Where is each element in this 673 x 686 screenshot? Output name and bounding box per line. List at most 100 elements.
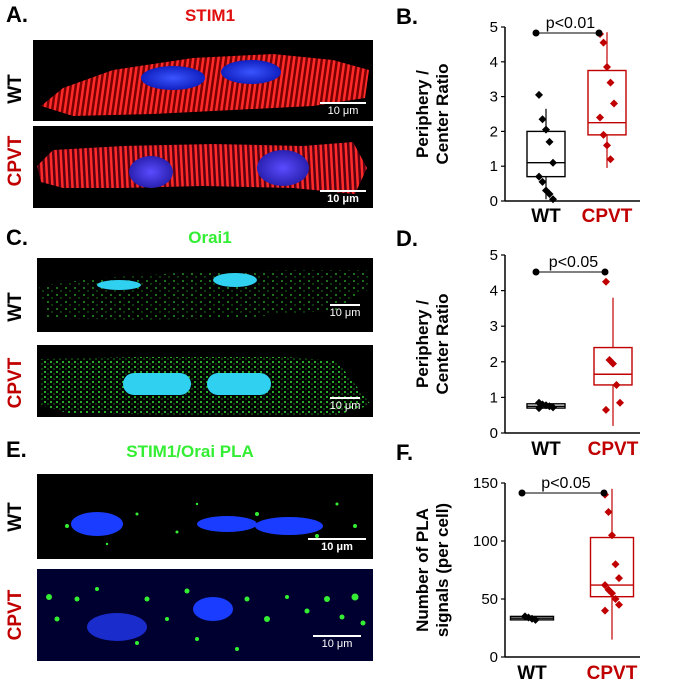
data-point (606, 78, 615, 87)
data-point (535, 172, 543, 181)
micrograph-stim1-wt: 10 μm (33, 40, 373, 121)
y-axis-title-line: signals (per cell) (433, 503, 452, 637)
category-label: CPVT (582, 206, 633, 227)
y-axis-title: Periphery / Center Ratio (413, 63, 452, 164)
y-tick-label: 2 (490, 354, 498, 371)
y-axis-title-line: Periphery / (413, 70, 432, 158)
data-point (612, 380, 621, 389)
nucleus (141, 66, 205, 90)
data-point (615, 600, 623, 609)
scale-bar: 10 μm (317, 190, 369, 205)
scale-bar-line (320, 190, 366, 192)
pla-cpvt-image (46, 587, 366, 651)
scale-bar-label: 10 μm (329, 400, 361, 412)
data-point (616, 398, 624, 407)
y-tick-label: 150 (473, 475, 498, 492)
orai1-cpvt-image (41, 357, 371, 415)
significance-label: p<0.05 (549, 254, 598, 271)
y-tick-label: 0 (490, 425, 498, 442)
data-point (538, 115, 547, 124)
scale-bar-line (330, 304, 360, 306)
pla-puncta (46, 587, 366, 651)
scale-bar-label: 10 μm (327, 193, 359, 205)
nucleus (257, 150, 309, 186)
data-point (549, 195, 557, 204)
scale-bar: 10 μm (305, 635, 369, 650)
nucleus (129, 156, 173, 188)
box (589, 536, 635, 598)
data-point (608, 589, 616, 598)
data-point (599, 38, 608, 47)
scale-bar: 10 μm (321, 397, 369, 412)
scale-bar: 10 μm (305, 538, 369, 553)
panel-letter-a: A. (6, 2, 28, 27)
scale-bar-label: 10 μm (321, 541, 353, 553)
scale-bar-label: 10 μm (327, 105, 359, 117)
y-axis-title: Number of PLA signals (per cell) (413, 503, 452, 637)
scale-bar: 10 μm (317, 102, 369, 117)
y-axis-title-line: Center Ratio (433, 63, 452, 164)
category-label: WT (531, 439, 561, 460)
data-point (535, 404, 543, 413)
panel-title-orai1: Orai1 (188, 228, 232, 247)
data-point (542, 125, 550, 134)
data-point (602, 405, 610, 414)
y-tick-label: 5 (490, 247, 498, 264)
panel-letter-f: F. (396, 440, 414, 465)
data-point (545, 137, 554, 146)
scale-bar-label: 10 μm (329, 307, 361, 319)
nucleus (193, 597, 233, 621)
scale-bar-line (308, 538, 366, 540)
category-label: CPVT (587, 663, 638, 684)
y-tick-label: 50 (481, 591, 498, 608)
scale-bar-line (320, 102, 366, 104)
pla-wt-image (65, 502, 357, 546)
nucleus (213, 273, 257, 287)
scale-bar-line (330, 397, 360, 399)
scale-bar-line (313, 635, 361, 637)
nucleus (123, 373, 191, 395)
scale-bar: 10 μm (321, 304, 369, 319)
y-tick-label: 3 (490, 318, 498, 335)
data-point (608, 531, 616, 540)
stim1-wt-image (41, 54, 369, 116)
pla-puncta (65, 502, 357, 546)
nucleus (197, 516, 257, 532)
y-tick-label: 100 (473, 533, 498, 550)
micrograph-orai1-cpvt: 10 μm (37, 345, 373, 417)
panel-letter-c: C. (6, 225, 28, 250)
y-tick-label: 5 (490, 19, 498, 36)
y-axis-title-line: Periphery / (413, 300, 432, 388)
micrograph-pla-cpvt: 10 μm (37, 569, 373, 661)
nucleus (255, 517, 323, 535)
data-point (609, 359, 617, 368)
data-point (601, 606, 609, 615)
cardiomyocyte-shape (41, 54, 369, 116)
orai1-wt-image (39, 270, 371, 320)
y-tick-label: 4 (490, 54, 498, 71)
significance-dot (532, 268, 540, 276)
data-point (549, 403, 557, 412)
data-point (606, 155, 615, 164)
nucleus (221, 60, 281, 84)
significance-label: p<0.05 (541, 475, 590, 492)
y-tick-label: 1 (490, 158, 498, 175)
stim1-cpvt-image (37, 142, 367, 194)
significance-dot (518, 489, 526, 497)
data-point (596, 113, 604, 122)
panel-title-stim1: STIM1 (184, 6, 236, 25)
significance-dot (600, 489, 608, 497)
data-point (601, 581, 609, 590)
significance-dot (595, 29, 603, 37)
y-tick-label: 0 (490, 193, 498, 210)
panel-letter-e: E. (6, 437, 27, 462)
data-point (545, 190, 554, 199)
data-point (531, 615, 540, 624)
significance-dot (601, 268, 609, 276)
data-point (603, 63, 611, 72)
category-label: WT (531, 206, 561, 227)
y-tick-label: 2 (490, 123, 498, 140)
y-tick-label: 4 (490, 283, 498, 300)
micrograph-pla-wt: 10 μm (37, 474, 373, 559)
